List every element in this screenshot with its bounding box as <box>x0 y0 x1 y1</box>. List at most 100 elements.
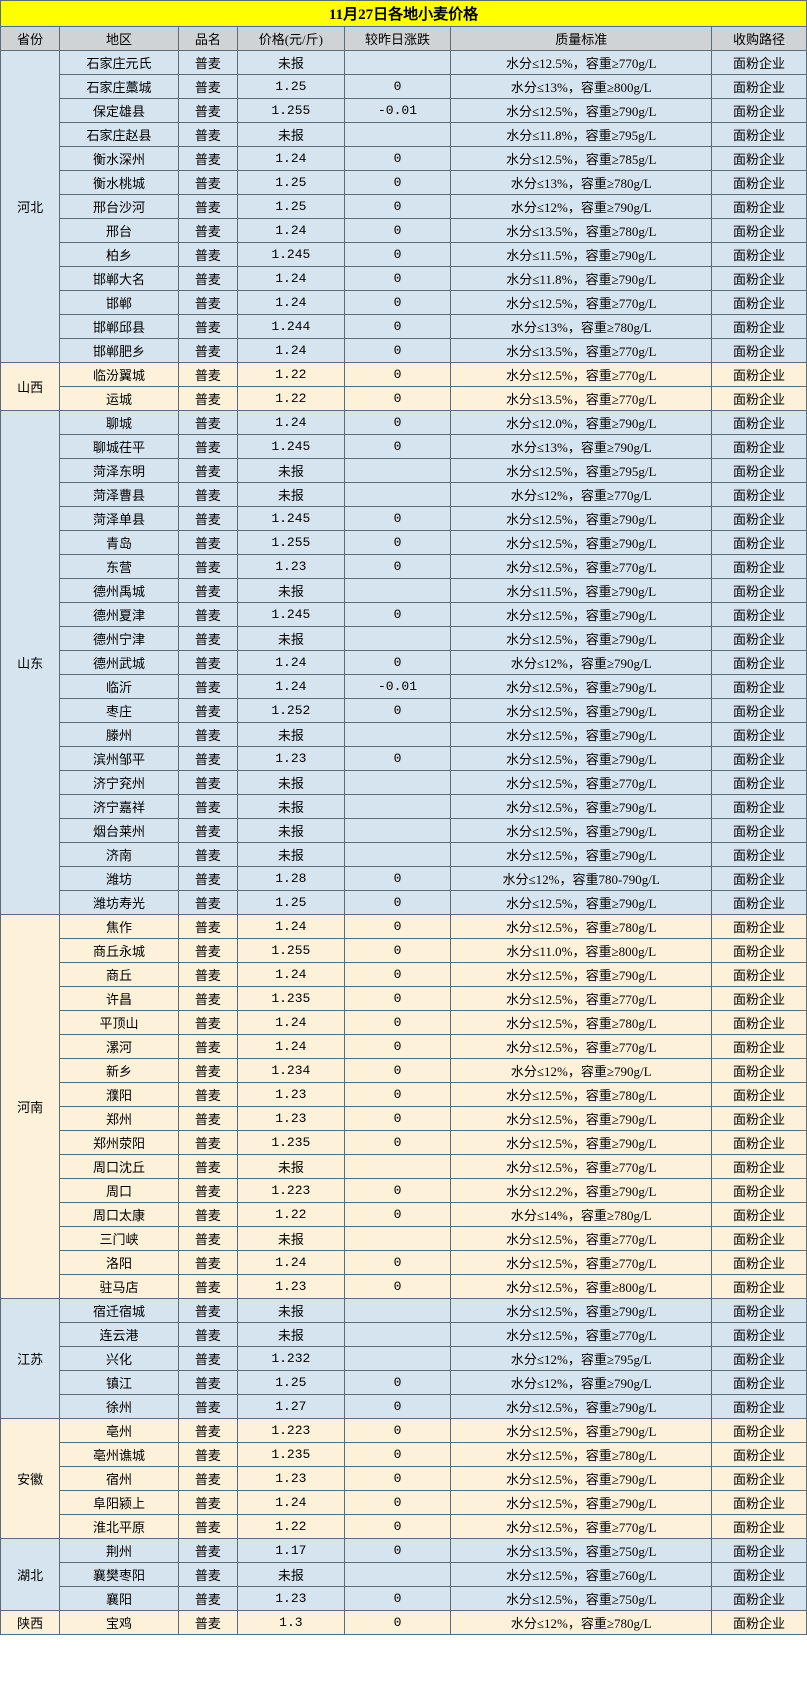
quality-cell: 水分≤11.8%，容重≥790g/L <box>451 267 712 291</box>
price-cell: 1.23 <box>238 1275 345 1299</box>
region-cell: 阜阳颍上 <box>60 1491 179 1515</box>
region-cell: 襄阳 <box>60 1587 179 1611</box>
channel-cell: 面粉企业 <box>712 771 807 795</box>
change-cell: 0 <box>344 603 451 627</box>
table-row: 宿州普麦1.230水分≤12.5%，容重≥790g/L面粉企业 <box>1 1467 807 1491</box>
channel-cell: 面粉企业 <box>712 1011 807 1035</box>
channel-cell: 面粉企业 <box>712 699 807 723</box>
product-cell: 普麦 <box>178 843 237 867</box>
price-cell: 未报 <box>238 771 345 795</box>
change-cell: 0 <box>344 963 451 987</box>
region-cell: 许昌 <box>60 987 179 1011</box>
channel-cell: 面粉企业 <box>712 627 807 651</box>
quality-cell: 水分≤12.5%，容重≥790g/L <box>451 675 712 699</box>
channel-cell: 面粉企业 <box>712 147 807 171</box>
channel-cell: 面粉企业 <box>712 1227 807 1251</box>
table-row: 山西临汾翼城普麦1.220水分≤12.5%，容重≥770g/L面粉企业 <box>1 363 807 387</box>
col-channel: 收购路径 <box>712 27 807 51</box>
price-cell: 1.23 <box>238 747 345 771</box>
region-cell: 运城 <box>60 387 179 411</box>
product-cell: 普麦 <box>178 1227 237 1251</box>
price-cell: 1.25 <box>238 171 345 195</box>
quality-cell: 水分≤12.5%，容重≥760g/L <box>451 1563 712 1587</box>
change-cell: 0 <box>344 555 451 579</box>
quality-cell: 水分≤11.8%，容重≥795g/L <box>451 123 712 147</box>
price-cell: 1.23 <box>238 1587 345 1611</box>
change-cell: 0 <box>344 939 451 963</box>
change-cell <box>344 483 451 507</box>
quality-cell: 水分≤12%，容重≥790g/L <box>451 1371 712 1395</box>
col-product: 品名 <box>178 27 237 51</box>
change-cell: 0 <box>344 195 451 219</box>
price-cell: 未报 <box>238 579 345 603</box>
table-row: 周口普麦1.2230水分≤12.2%，容重≥790g/L面粉企业 <box>1 1179 807 1203</box>
table-row: 郑州普麦1.230水分≤12.5%，容重≥790g/L面粉企业 <box>1 1107 807 1131</box>
product-cell: 普麦 <box>178 603 237 627</box>
quality-cell: 水分≤12.5%，容重≥785g/L <box>451 147 712 171</box>
change-cell <box>344 579 451 603</box>
table-row: 湖北荆州普麦1.170水分≤13.5%，容重≥750g/L面粉企业 <box>1 1539 807 1563</box>
table-row: 邯郸普麦1.240水分≤12.5%，容重≥770g/L面粉企业 <box>1 291 807 315</box>
quality-cell: 水分≤12%，容重≥790g/L <box>451 195 712 219</box>
region-cell: 聊城茌平 <box>60 435 179 459</box>
table-row: 滨州邹平普麦1.230水分≤12.5%，容重≥790g/L面粉企业 <box>1 747 807 771</box>
product-cell: 普麦 <box>178 819 237 843</box>
change-cell: 0 <box>344 1203 451 1227</box>
table-row: 邢台沙河普麦1.250水分≤12%，容重≥790g/L面粉企业 <box>1 195 807 219</box>
table-row: 邢台普麦1.240水分≤13.5%，容重≥780g/L面粉企业 <box>1 219 807 243</box>
table-row: 镇江普麦1.250水分≤12%，容重≥790g/L面粉企业 <box>1 1371 807 1395</box>
price-cell: 未报 <box>238 459 345 483</box>
table-row: 石家庄藁城普麦1.250水分≤13%，容重≥800g/L面粉企业 <box>1 75 807 99</box>
region-cell: 商丘 <box>60 963 179 987</box>
product-cell: 普麦 <box>178 531 237 555</box>
table-row: 潍坊普麦1.280水分≤12%，容重780-790g/L面粉企业 <box>1 867 807 891</box>
price-cell: 未报 <box>238 723 345 747</box>
region-cell: 新乡 <box>60 1059 179 1083</box>
region-cell: 亳州 <box>60 1419 179 1443</box>
quality-cell: 水分≤12.5%，容重≥790g/L <box>451 627 712 651</box>
product-cell: 普麦 <box>178 867 237 891</box>
table-row: 临沂普麦1.24-0.01水分≤12.5%，容重≥790g/L面粉企业 <box>1 675 807 699</box>
quality-cell: 水分≤12.5%，容重≥790g/L <box>451 819 712 843</box>
price-cell: 1.22 <box>238 387 345 411</box>
quality-cell: 水分≤12.5%，容重≥790g/L <box>451 747 712 771</box>
product-cell: 普麦 <box>178 579 237 603</box>
quality-cell: 水分≤13.5%，容重≥770g/L <box>451 387 712 411</box>
product-cell: 普麦 <box>178 507 237 531</box>
col-province: 省份 <box>1 27 60 51</box>
price-cell: 1.23 <box>238 555 345 579</box>
table-body: 河北石家庄元氏普麦未报水分≤12.5%，容重≥770g/L面粉企业石家庄藁城普麦… <box>1 51 807 1635</box>
region-cell: 平顶山 <box>60 1011 179 1035</box>
product-cell: 普麦 <box>178 1323 237 1347</box>
channel-cell: 面粉企业 <box>712 507 807 531</box>
table-row: 邯郸肥乡普麦1.240水分≤13.5%，容重≥770g/L面粉企业 <box>1 339 807 363</box>
price-cell: 1.27 <box>238 1395 345 1419</box>
change-cell: 0 <box>344 1011 451 1035</box>
quality-cell: 水分≤11.5%，容重≥790g/L <box>451 243 712 267</box>
quality-cell: 水分≤12.5%，容重≥770g/L <box>451 987 712 1011</box>
region-cell: 菏泽东明 <box>60 459 179 483</box>
quality-cell: 水分≤12.5%，容重≥790g/L <box>451 843 712 867</box>
channel-cell: 面粉企业 <box>712 555 807 579</box>
quality-cell: 水分≤12.0%，容重≥790g/L <box>451 411 712 435</box>
product-cell: 普麦 <box>178 387 237 411</box>
quality-cell: 水分≤12.2%，容重≥790g/L <box>451 1179 712 1203</box>
region-cell: 漯河 <box>60 1035 179 1059</box>
region-cell: 荆州 <box>60 1539 179 1563</box>
region-cell: 济宁兖州 <box>60 771 179 795</box>
quality-cell: 水分≤13%，容重≥780g/L <box>451 171 712 195</box>
table-row: 襄樊枣阳普麦未报水分≤12.5%，容重≥760g/L面粉企业 <box>1 1563 807 1587</box>
table-row: 阜阳颍上普麦1.240水分≤12.5%，容重≥790g/L面粉企业 <box>1 1491 807 1515</box>
product-cell: 普麦 <box>178 51 237 75</box>
price-cell: 1.24 <box>238 675 345 699</box>
price-cell: 未报 <box>238 1227 345 1251</box>
change-cell: 0 <box>344 507 451 531</box>
price-cell: 未报 <box>238 483 345 507</box>
table-row: 菏泽东明普麦未报水分≤12.5%，容重≥795g/L面粉企业 <box>1 459 807 483</box>
channel-cell: 面粉企业 <box>712 1203 807 1227</box>
product-cell: 普麦 <box>178 1347 237 1371</box>
change-cell: 0 <box>344 867 451 891</box>
channel-cell: 面粉企业 <box>712 435 807 459</box>
product-cell: 普麦 <box>178 1251 237 1275</box>
province-cell: 安徽 <box>1 1419 60 1539</box>
